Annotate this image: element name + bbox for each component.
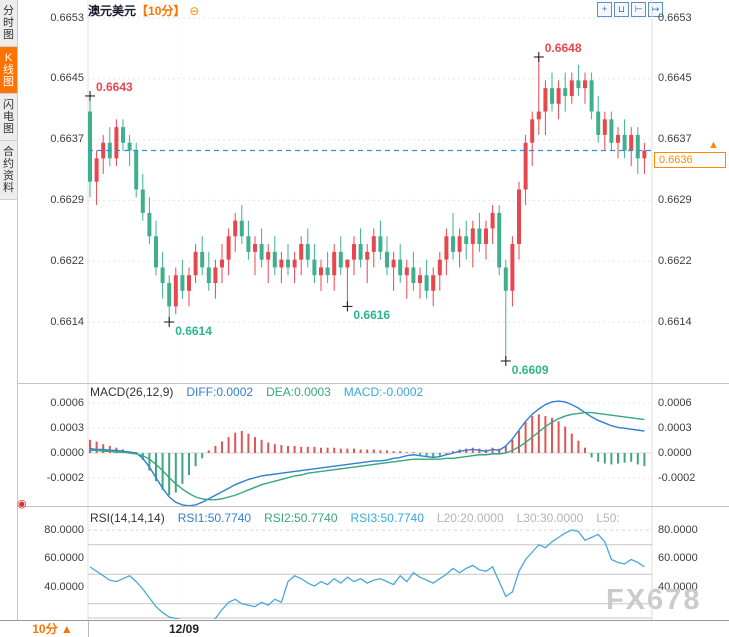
scale-y-icon[interactable]: ⊢ [631, 2, 646, 17]
macd-dea-value: DEA:0.0003 [266, 385, 331, 399]
rsi-header: RSI(14,14,14) RSI1:50.7740 RSI2:50.7740 … [90, 511, 620, 525]
macd-value: MACD:-0.0002 [343, 385, 424, 399]
rsi-y-axis-label-right: 40.0000 [658, 581, 698, 593]
main-y-axis-label-left: 0.6653 [50, 11, 84, 24]
current-price-box: 0.6636 [654, 152, 726, 168]
scale-x-icon[interactable]: ⊔ [614, 2, 629, 17]
main-y-axis-label-right: 0.6629 [658, 193, 692, 206]
symbol-name: 澳元美元 [88, 4, 137, 18]
main-y-axis-label-left: 0.6645 [50, 72, 84, 85]
indicator-marker-icon: ◉ [17, 498, 27, 510]
macd-y-axis-label-right: 0.0006 [658, 396, 692, 409]
rsi-y-axis-label-left: 40.0000 [44, 581, 84, 593]
watermark: FX678 [606, 584, 702, 616]
macd-y-axis-label-left: 0.0006 [50, 396, 84, 409]
price-high-annotation: 0.6643 [96, 79, 133, 94]
rsi-l50-value: L50: [596, 511, 620, 525]
x-axis-date-label: 12/09 [168, 622, 200, 636]
rsi3-value: RSI3:50.7740 [350, 511, 424, 525]
footer-bar [0, 620, 729, 637]
price-low-annotation: 0.6614 [175, 324, 212, 338]
main-y-axis-label-left: 0.6622 [50, 254, 84, 267]
interval-selector[interactable]: 10分 ▲ [17, 621, 89, 637]
sidebar: 分时图 K线图 闪电图 合约资料 [0, 0, 18, 637]
rsi-y-axis-label-left: 80.0000 [44, 523, 84, 536]
rsi-y-axis-label-left: 60.0000 [44, 552, 84, 564]
collapse-icon[interactable]: ⊖ [189, 4, 200, 18]
macd-y-axis-label-left: 0.0000 [50, 446, 84, 459]
rsi-y-axis-label-right: 80.0000 [658, 523, 698, 536]
interval-label: 【10分】 [136, 4, 186, 18]
panel-divider-macd [17, 383, 729, 384]
rsi2-value: RSI2:50.7740 [264, 511, 338, 525]
crosshair-icon[interactable]: + [597, 2, 612, 17]
price-low-annotation: 0.6609 [511, 362, 549, 377]
rsi-y-axis-label-right: 60.0000 [658, 552, 698, 564]
main-y-axis-label-right: 0.6653 [658, 11, 692, 24]
macd-y-axis-label-right: 0.0000 [658, 446, 692, 459]
macd-header: MACD(26,12,9) DIFF:0.0002 DEA:0.0003 MAC… [90, 385, 423, 399]
sidebar-tab-contract-info[interactable]: 合约资料 [0, 141, 17, 200]
sidebar-tab-kline-chart[interactable]: K线图 [0, 47, 17, 94]
panel-divider-rsi [17, 506, 729, 507]
chart-toolbar: + ⊔ ⊢ ↦ [597, 2, 663, 17]
chart-title: 澳元美元【10分】 ⊖ [88, 2, 199, 19]
macd-y-axis-label-left: 0.0003 [50, 421, 84, 434]
price-high-annotation: 0.6648 [544, 40, 582, 55]
macd-title: MACD(26,12,9) [90, 385, 174, 399]
main-y-axis-label-right: 0.6614 [658, 315, 692, 328]
main-y-axis-label-left: 0.6629 [50, 193, 84, 206]
main-y-axis-label-right: 0.6622 [658, 254, 692, 267]
rsi1-value: RSI1:50.7740 [177, 511, 252, 525]
macd-y-axis-label-left: -0.0002 [46, 471, 84, 484]
price-up-arrow-icon: ▲ [708, 139, 719, 151]
sidebar-tab-lightning-chart[interactable]: 闪电图 [0, 94, 17, 141]
main-y-axis-label-right: 0.6645 [658, 72, 692, 85]
macd-y-axis-label-right: -0.0002 [658, 471, 696, 484]
macd-diff-value: DIFF:0.0002 [186, 385, 254, 399]
rsi-l30-value: L30:30.0000 [516, 511, 584, 525]
sidebar-tab-time-chart[interactable]: 分时图 [0, 0, 17, 47]
price-low-annotation: 0.6616 [353, 308, 391, 323]
macd-y-axis-label-right: 0.0003 [658, 421, 692, 434]
main-y-axis-label-left: 0.6637 [50, 133, 84, 146]
main-y-axis-label-left: 0.6614 [50, 315, 84, 328]
main-y-axis-label-right: 0.6637 [658, 133, 692, 146]
rsi-l20-value: L20:20.0000 [436, 511, 504, 525]
rsi-title: RSI(14,14,14) [90, 511, 165, 525]
